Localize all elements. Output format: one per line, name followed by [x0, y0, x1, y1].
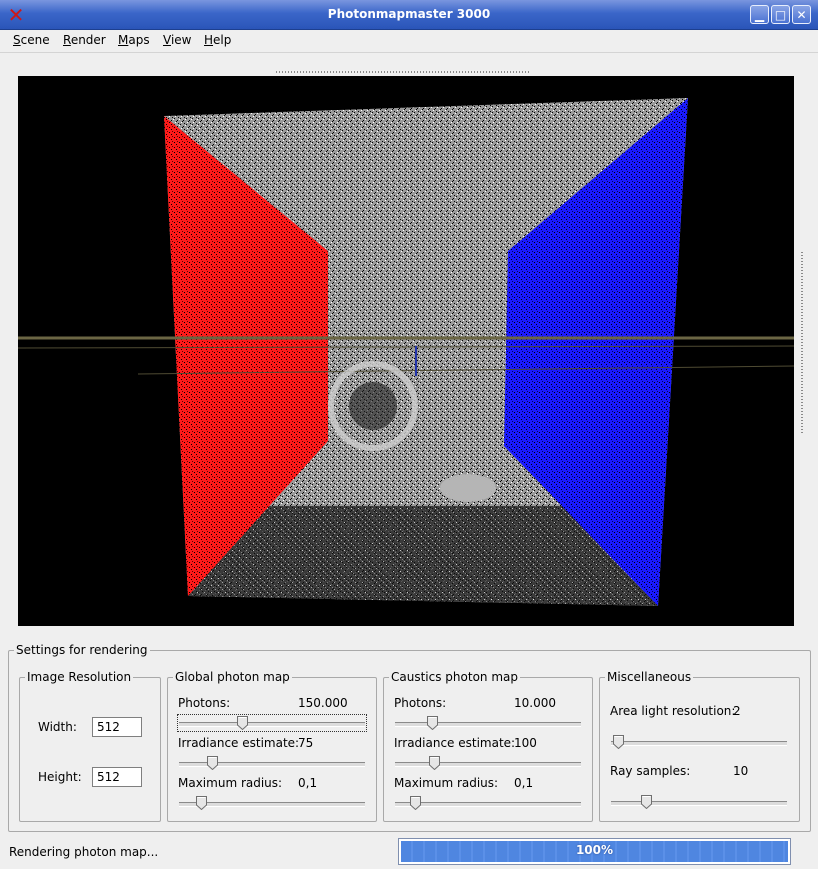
x-app-icon[interactable]: ✕ [7, 3, 25, 27]
photon-map-viewport[interactable] [18, 76, 794, 626]
right-blue-wall [504, 98, 688, 606]
caustics-radius-label: Maximum radius: [394, 776, 499, 790]
global-photons-value: 150.000 [298, 696, 348, 710]
glass-sphere [328, 361, 418, 451]
image-resolution-group: Image Resolution [19, 670, 161, 822]
slider-thumb[interactable] [410, 796, 422, 811]
menu-maps[interactable]: Maps [118, 33, 150, 47]
slider-track[interactable] [179, 722, 365, 727]
maximize-icon[interactable]: □ [771, 5, 790, 24]
area-light-slider[interactable] [611, 735, 787, 750]
caustics-radius-slider[interactable] [395, 796, 581, 811]
close-icon[interactable]: ✕ [792, 5, 811, 24]
slider-thumb[interactable] [427, 716, 439, 731]
slider-thumb[interactable] [207, 756, 219, 771]
photon-scene [18, 98, 794, 606]
progress-bar: 100% [398, 838, 791, 865]
status-text: Rendering photon map... [9, 845, 159, 859]
progress-label: 100% [575, 843, 614, 857]
menu-bar: Scene Render Maps View Help [0, 30, 818, 53]
ray-samples-value: 10 [733, 764, 749, 778]
slider-track[interactable] [395, 722, 581, 727]
height-field[interactable] [92, 767, 142, 787]
caustic-spot [440, 474, 496, 502]
caustics-photon-map-title: Caustics photon map [391, 670, 518, 684]
slider-track[interactable] [611, 741, 787, 746]
slider-track[interactable] [611, 801, 787, 806]
slider-thumb[interactable] [429, 756, 441, 771]
global-radius-value: 0,1 [298, 776, 318, 790]
minimize-icon[interactable]: ▁ [750, 5, 769, 24]
slider-track[interactable] [179, 762, 365, 767]
height-label: Height: [38, 770, 82, 784]
slider-track[interactable] [395, 762, 581, 767]
slider-thumb[interactable] [613, 735, 625, 750]
horizon-line [137, 365, 794, 375]
splitter-handle-vertical[interactable] [801, 252, 803, 435]
slider-thumb[interactable] [196, 796, 208, 811]
title-bar[interactable]: ✕ Photonmapmaster 3000 ▁ □ ✕ [0, 0, 818, 30]
floor-shadow [188, 506, 658, 606]
ray-samples-slider[interactable] [611, 795, 787, 810]
splitter-handle-horizontal[interactable] [276, 71, 530, 73]
caustics-irradiance-label: Irradiance estimate: [394, 736, 516, 750]
settings-title: Settings for rendering [16, 643, 148, 657]
image-resolution-title: Image Resolution [27, 670, 132, 684]
menu-help[interactable]: Help [204, 33, 232, 47]
global-irradiance-slider[interactable] [179, 756, 365, 771]
slider-track[interactable] [395, 802, 581, 807]
global-photon-map-title: Global photon map [175, 670, 290, 684]
global-photon-map-group: Global photon map [167, 670, 377, 822]
caustics-photon-map-group: Caustics photon map [383, 670, 593, 822]
glass-sphere-core [349, 382, 397, 430]
miscellaneous-group: Miscellaneous [599, 670, 800, 822]
global-radius-label: Maximum radius: [178, 776, 283, 790]
area-light-label: Area light resolution: [610, 704, 736, 718]
window-title: Photonmapmaster 3000 [327, 7, 491, 21]
left-red-wall [164, 116, 328, 596]
caustics-photons-slider[interactable] [395, 716, 581, 731]
menu-scene[interactable]: Scene [13, 33, 50, 47]
slider-thumb[interactable] [641, 795, 653, 810]
slider-thumb[interactable] [237, 716, 249, 731]
width-field[interactable] [92, 717, 142, 737]
global-photons-slider[interactable] [177, 714, 367, 732]
area-light-value: 2 [733, 704, 741, 718]
settings-panel: Settings for rendering [8, 643, 811, 832]
horizon-line [18, 345, 794, 349]
global-irradiance-label: Irradiance estimate: [178, 736, 300, 750]
ray-samples-label: Ray samples: [610, 764, 691, 778]
caustics-radius-value: 0,1 [514, 776, 534, 790]
global-irradiance-value: 75 [298, 736, 314, 750]
caustics-photons-label: Photons: [394, 696, 447, 710]
menu-render[interactable]: Render [63, 33, 106, 47]
global-radius-slider[interactable] [179, 796, 365, 811]
progress-fill [401, 841, 788, 862]
caustics-irradiance-value: 100 [514, 736, 537, 750]
miscellaneous-title: Miscellaneous [607, 670, 692, 684]
slider-track[interactable] [179, 802, 365, 807]
width-label: Width: [38, 720, 77, 734]
caustics-irradiance-slider[interactable] [395, 756, 581, 771]
menu-view[interactable]: View [163, 33, 192, 47]
global-photons-label: Photons: [178, 696, 231, 710]
caustics-photons-value: 10.000 [514, 696, 556, 710]
